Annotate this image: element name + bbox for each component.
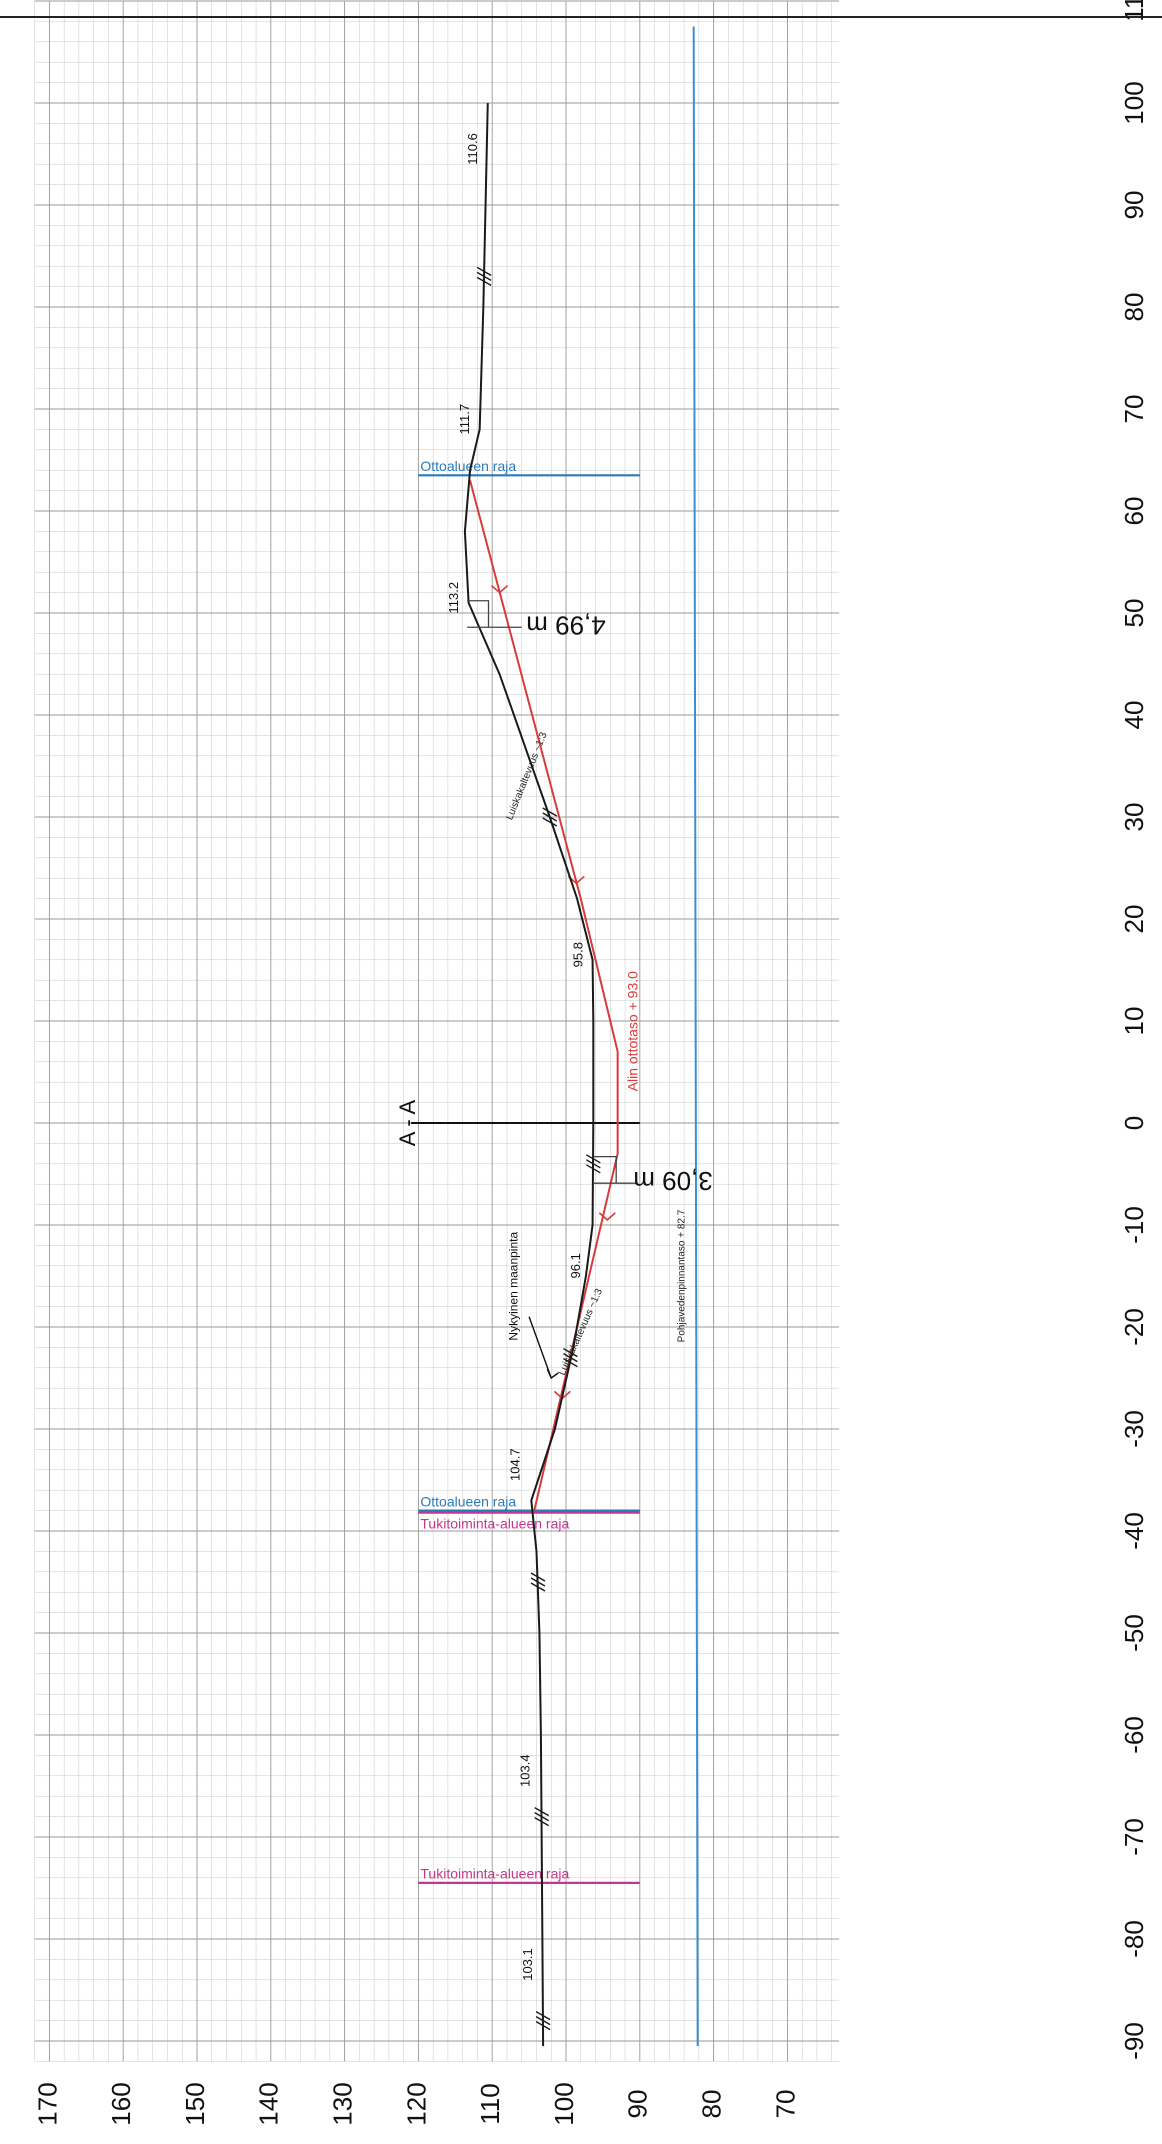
elevation-tick-label: 150 (180, 2082, 210, 2125)
ground-hatch-mark (535, 2020, 551, 2031)
distance-tick-label: -80 (1119, 1920, 1149, 1958)
elevation-tick-label: 100 (549, 2082, 579, 2125)
distance-tick-label: 90 (1119, 191, 1149, 220)
dimension-leader (593, 1156, 637, 1184)
ground-hatch-mark (585, 1164, 601, 1174)
elevation-label: 104.7 (507, 1448, 522, 1481)
groundwater-label: Pohjavedenpinnantaso + 82.7 (676, 1209, 687, 1342)
ground-hatch-mark (535, 2010, 551, 2021)
area-boundaries: Ottoalueen raja Ottoalueen raja Tukitoimin… (418, 458, 640, 1885)
ground-hatch-mark (534, 1816, 549, 1827)
support-boundary-label: Tukitoiminta-alueen raja (420, 1866, 569, 1882)
groundwater-level: Pohjavedenpinnantaso + 82.7 (676, 26, 699, 2047)
elevation-tick-label: 140 (254, 2082, 284, 2125)
ground-hatch-mark (530, 1572, 546, 1582)
distance-tick-label: 40 (1119, 701, 1149, 730)
elevation-tick-label: 120 (401, 2082, 431, 2125)
elevation-tick-label: 160 (106, 2082, 136, 2125)
distance-tick-label: -30 (1119, 1410, 1149, 1448)
elevation-tick-label: 90 (623, 2090, 653, 2119)
elevation-label: 103.4 (518, 1754, 533, 1787)
elevation-label: 95.8 (571, 942, 586, 967)
elevation-tick-label: 130 (327, 2082, 357, 2125)
elevation-axis: 170 160 150 140 130 120 110 100 90 80 70 (32, 2082, 800, 2125)
distance-tick-label: -20 (1119, 1308, 1149, 1346)
dimension-label: 3,09 m (633, 1166, 713, 1196)
ground-line (463, 102, 595, 2047)
ground-hatch-mark (563, 1352, 578, 1363)
elevation-label: 110.6 (465, 133, 480, 165)
ground-hatch-mark (585, 1159, 601, 1169)
elevation-tick-label: 80 (696, 2090, 726, 2119)
ground-hatch-mark (534, 1811, 549, 1822)
ground-hatch-mark (476, 271, 492, 282)
distance-tick-label: 80 (1119, 293, 1149, 322)
grid-major (34, 0, 840, 2062)
ground-hatch-mark (535, 2015, 551, 2026)
extraction-boundary-label: Ottoalueen raja (420, 458, 516, 474)
section-label: A - A (395, 1099, 420, 1146)
elevation-label: 96.1 (568, 1253, 583, 1278)
annotations: Nykyinen maanpinta 4,99 m 3,09 m (467, 600, 713, 1380)
distance-tick-label: 20 (1119, 905, 1149, 934)
current-ground-label: Nykyinen maanpinta (507, 1232, 521, 1341)
leader-arrow (546, 1368, 559, 1380)
design-line (469, 480, 619, 1511)
elevation-label: 111.7 (457, 404, 472, 435)
ground-hatch-mark (563, 1347, 578, 1358)
groundwater-line (692, 26, 699, 2047)
ground-hatch-mark (534, 1806, 549, 1817)
elevation-tick-label: 70 (770, 2090, 800, 2119)
ground-hatch-mark (530, 1582, 546, 1592)
elevation-tick-label: 110 (475, 2083, 505, 2124)
ground-hatch-mark (542, 812, 558, 822)
distance-tick-label: -10 (1119, 1206, 1149, 1244)
ground-hatch-mark (563, 1357, 578, 1368)
ground-profile: 110.6 111.7 113.2 95.8 96.1 104.7 103.4 103.1 (446, 102, 601, 2047)
distance-tick-label: 30 (1119, 803, 1149, 832)
leader-line (528, 1316, 552, 1379)
distance-tick-label: -60 (1119, 1716, 1149, 1754)
distance-tick-label: 10 (1119, 1007, 1149, 1036)
ground-hatch-mark (530, 1577, 546, 1587)
ground-hatch-mark (476, 276, 492, 287)
elevation-label: 103.1 (520, 1948, 535, 1981)
elevation-tick-label: 170 (32, 2082, 62, 2125)
support-boundary-label: Tukitoiminta-alueen raja (420, 1515, 569, 1531)
distance-tick-label: 60 (1119, 497, 1149, 526)
extraction-boundary-label: Ottoalueen raja (420, 1493, 516, 1509)
distance-tick-label: -50 (1119, 1614, 1149, 1652)
elevation-label: 113.2 (446, 582, 461, 614)
design-level-label: Alin ottotaso + 93.0 (625, 971, 641, 1091)
distance-tick-label: -40 (1119, 1512, 1149, 1550)
distance-tick-label: 100 (1119, 81, 1149, 124)
dimension-leader (467, 600, 522, 628)
distance-tick-label: 70 (1119, 395, 1149, 424)
distance-axis: 1101009080706050403020100-10-20-30-40-50… (1119, 0, 1149, 2060)
ground-hatch-mark (542, 817, 558, 827)
ground-hatch-mark (542, 807, 558, 817)
section-marker: A - A (395, 1099, 640, 1146)
distance-tick-label: -70 (1119, 1818, 1149, 1856)
distance-tick-label: -90 (1119, 2022, 1149, 2060)
ground-hatch-mark (476, 266, 492, 277)
dimension-label: 4,99 m (526, 610, 606, 640)
distance-tick-label: 0 (1119, 1116, 1149, 1130)
ground-hatch-mark (585, 1154, 601, 1164)
grid-fine (34, 0, 840, 2062)
distance-tick-label: 110 (1119, 0, 1149, 22)
slope-arrow-mark (598, 1212, 616, 1221)
slope-arrow-mark (491, 584, 509, 594)
distance-tick-label: 50 (1119, 599, 1149, 628)
